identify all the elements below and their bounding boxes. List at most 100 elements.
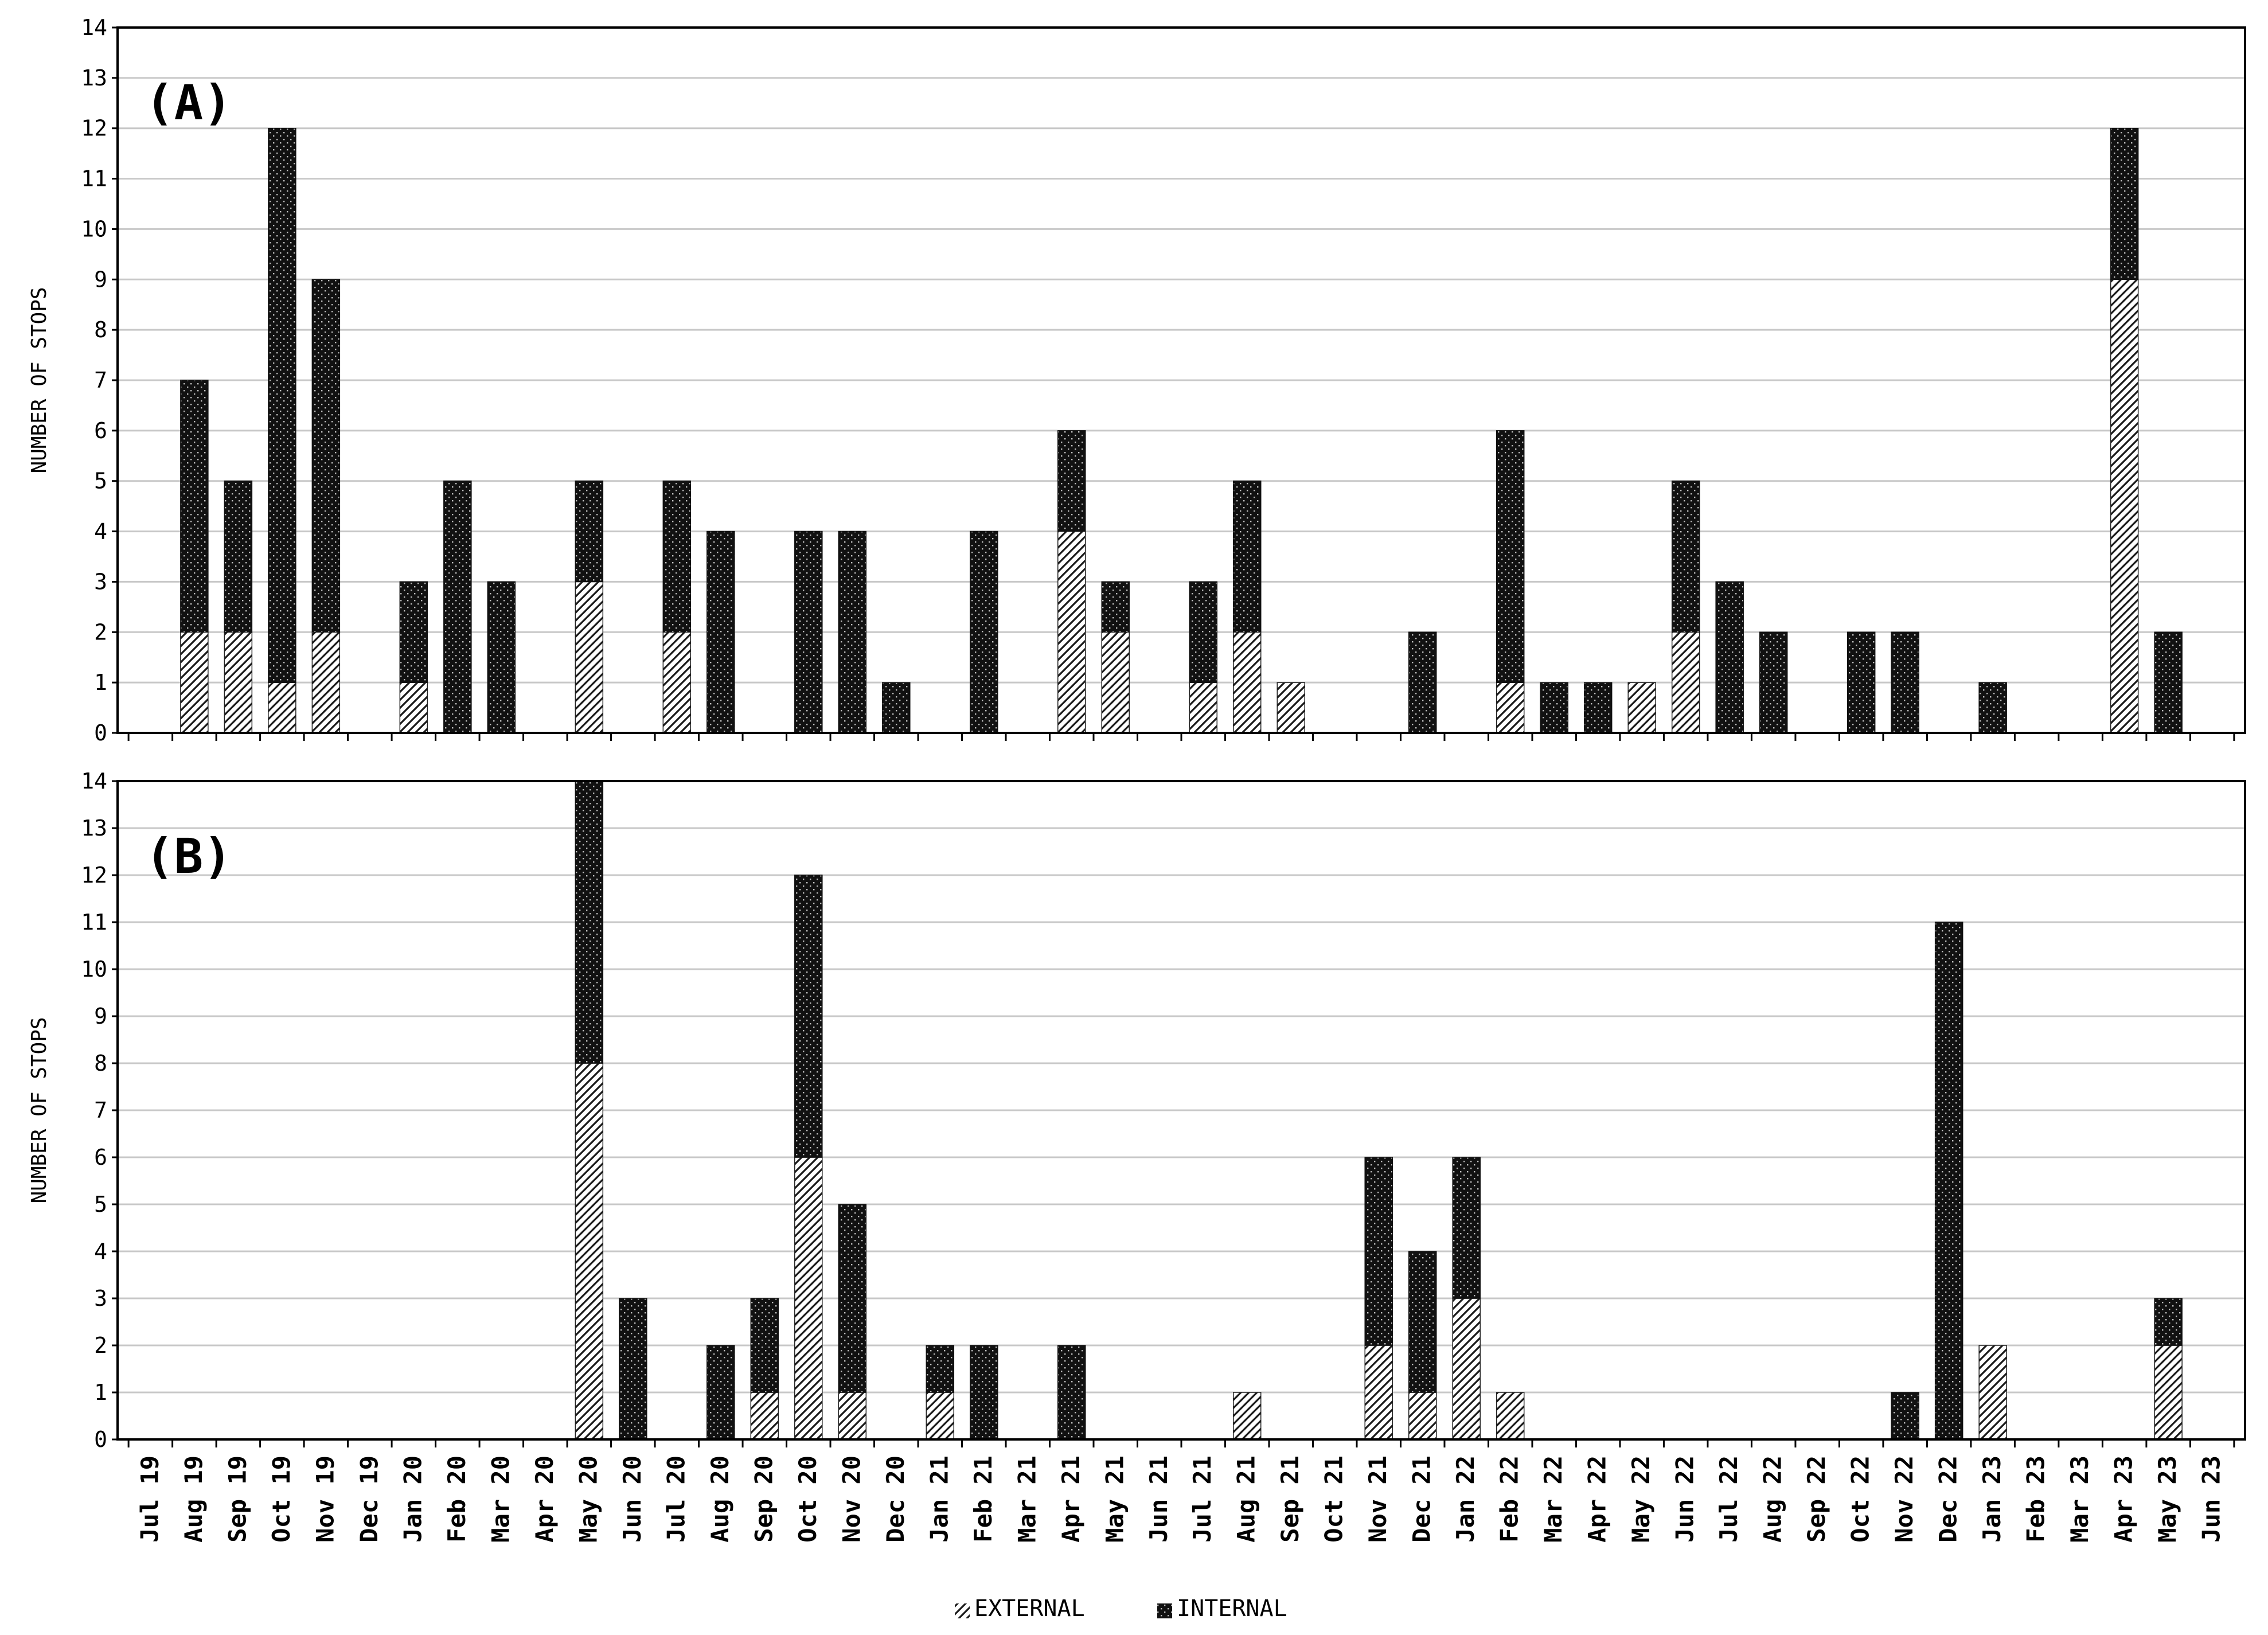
x-tick-label: Sep 22 xyxy=(1802,1455,1830,1543)
x-tick-label: Feb 20 xyxy=(443,1455,471,1543)
plot-frame xyxy=(116,780,2246,1441)
x-tick-label: Jun 21 xyxy=(1145,1455,1173,1543)
x-axis-ticks xyxy=(127,1439,2235,1447)
bar-internal xyxy=(1891,631,1919,733)
x-tick-label: Oct 19 xyxy=(267,1455,295,1543)
bar-external xyxy=(1452,1298,1481,1440)
y-tick-label: 11 xyxy=(81,910,107,935)
x-tick-label: Dec 21 xyxy=(1408,1455,1436,1543)
x-tick-label: Sep 21 xyxy=(1276,1455,1304,1543)
bar-internal xyxy=(1715,581,1744,733)
x-tick-label: Nov 21 xyxy=(1364,1455,1392,1543)
panel-label: (A) xyxy=(145,75,232,131)
x-tick-label: Jul 21 xyxy=(1188,1455,1216,1543)
y-tick-label: 8 xyxy=(94,317,107,342)
x-tick-label: Mar 23 xyxy=(2066,1455,2094,1543)
y-tick-label: 2 xyxy=(94,619,107,645)
y-tick-label: 11 xyxy=(81,166,107,192)
bar-external xyxy=(1189,682,1217,733)
y-tick-label: 10 xyxy=(81,216,107,241)
x-tick-label: Apr 20 xyxy=(530,1455,559,1543)
bar-internal xyxy=(2154,1298,2183,1346)
bar-external xyxy=(2154,1345,2183,1440)
x-tick-label: Mar 22 xyxy=(1539,1455,1567,1543)
bar-internal xyxy=(970,1345,998,1440)
legend-label-internal: INTERNAL xyxy=(1177,1595,1287,1622)
x-tick-label: Apr 22 xyxy=(1583,1455,1611,1543)
bar-internal xyxy=(2110,127,2139,280)
y-tick-label: 13 xyxy=(81,65,107,91)
bar-external xyxy=(1496,682,1525,733)
x-tick-label: Dec 19 xyxy=(355,1455,383,1543)
x-tick-label: Jan 23 xyxy=(1978,1455,2006,1543)
bar-internal xyxy=(1101,581,1130,633)
y-tick-label: 3 xyxy=(94,1286,107,1311)
bar-external xyxy=(2110,279,2139,733)
y-tick-label: 9 xyxy=(94,267,107,292)
bar-internal xyxy=(926,1345,955,1393)
bar-internal xyxy=(838,530,867,733)
bar-internal xyxy=(1540,682,1568,733)
x-tick-label: Dec 22 xyxy=(1934,1455,1962,1543)
bar-external xyxy=(662,631,692,733)
bar-internal xyxy=(1057,1345,1086,1440)
bar-internal xyxy=(1671,480,1700,633)
y-tick-label: 6 xyxy=(94,1145,107,1170)
y-tick-label: 0 xyxy=(94,720,107,746)
bar-external xyxy=(1232,631,1262,733)
x-tick-label: Sep 20 xyxy=(750,1455,778,1543)
bar-external xyxy=(399,682,428,733)
y-tick-label: 12 xyxy=(81,863,107,888)
legend-label-external: EXTERNAL xyxy=(974,1595,1085,1622)
x-tick-label: Nov 22 xyxy=(1890,1455,1918,1543)
bars xyxy=(575,781,2183,1440)
bar-internal xyxy=(1452,1157,1481,1299)
x-tick-label: Aug 20 xyxy=(706,1455,734,1543)
y-tick-label: 12 xyxy=(81,116,107,141)
y-tick-label: 14 xyxy=(81,15,107,40)
x-axis-ticks xyxy=(127,733,2235,741)
bar-external xyxy=(1364,1345,1393,1440)
y-tick-label: 1 xyxy=(94,1380,107,1405)
y-tick-label: 7 xyxy=(94,1098,107,1123)
bar-external xyxy=(794,1157,823,1440)
x-tick-label: Nov 19 xyxy=(311,1455,339,1543)
y-tick-label: 13 xyxy=(81,815,107,841)
bar-external xyxy=(180,631,209,733)
bar-internal xyxy=(1759,631,1788,733)
x-tick-label: Aug 22 xyxy=(1759,1455,1787,1543)
x-tick-label: Sep 19 xyxy=(223,1455,251,1543)
bar-external xyxy=(1232,1392,1262,1440)
bar-internal xyxy=(2154,631,2183,733)
bar-internal xyxy=(443,480,472,733)
x-tick-label: Jan 22 xyxy=(1451,1455,1480,1543)
x-tick-label: Feb 23 xyxy=(2022,1455,2050,1543)
panel-label: (B) xyxy=(145,828,232,884)
y-tick-label: 5 xyxy=(94,469,107,494)
y-tick-label: 4 xyxy=(94,519,107,544)
legend-swatch-external xyxy=(955,1603,970,1618)
bar-internal xyxy=(575,480,604,583)
bar-internal xyxy=(619,1298,647,1440)
bar-external xyxy=(1057,530,1086,733)
y-tick-label: 4 xyxy=(94,1239,107,1264)
bar-internal xyxy=(575,781,604,1064)
x-tick-label: May 22 xyxy=(1627,1455,1655,1543)
y-tick-label: 2 xyxy=(94,1333,107,1358)
x-tick-label: Jun 20 xyxy=(618,1455,646,1543)
bar-internal xyxy=(750,1298,779,1393)
bar-external xyxy=(750,1392,779,1440)
x-tick-label: Apr 23 xyxy=(2110,1455,2138,1543)
gridlines xyxy=(118,780,2245,1394)
legend: EXTERNAL INTERNAL xyxy=(955,1595,1287,1622)
x-tick-label: Oct 20 xyxy=(794,1455,822,1543)
x-tick-label: Oct 21 xyxy=(1320,1455,1348,1543)
y-tick-label: 14 xyxy=(81,768,107,794)
x-tick-label: Feb 22 xyxy=(1496,1455,1524,1543)
x-axis-tick-labels: Jul 19 Aug 19 Sep 19 Oct 19 Nov 19 Dec 19 Jan … xyxy=(135,1455,2225,1543)
x-tick-label: May 21 xyxy=(1100,1455,1129,1543)
